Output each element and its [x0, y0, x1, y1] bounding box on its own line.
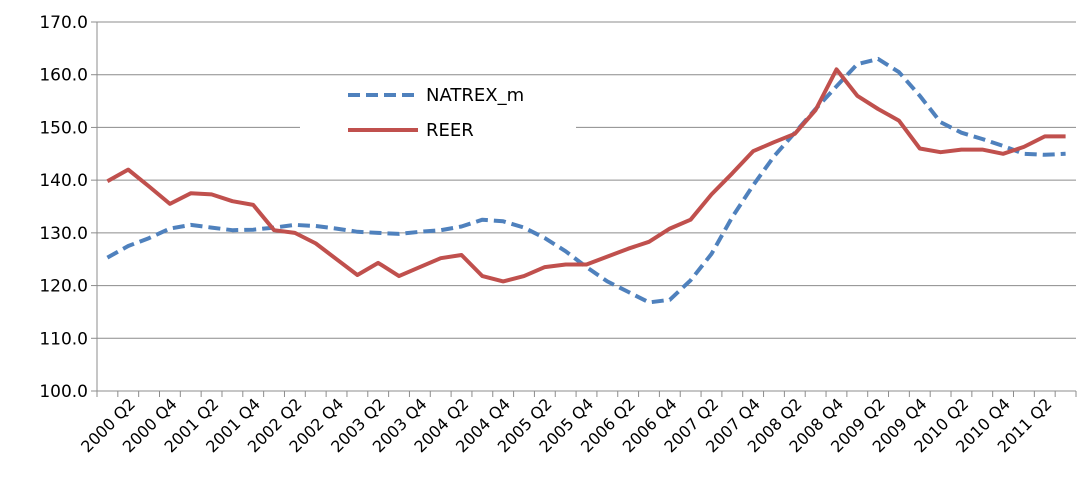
y-tick-label: 100.0 — [39, 382, 88, 402]
legend: NATREX_m REER — [300, 80, 576, 148]
gridlines — [91, 21, 1076, 392]
y-tick-label: 170.0 — [39, 13, 88, 33]
legend-label-reer: REER — [426, 120, 474, 141]
y-tick-label: 140.0 — [39, 171, 88, 191]
axes — [96, 22, 1077, 397]
y-tick-label: 110.0 — [39, 329, 88, 349]
y-axis-tick-labels: 100.0 110.0 120.0 130.0 140.0 150.0 160.0 170.0 — [39, 13, 88, 402]
y-tick-label: 120.0 — [39, 277, 88, 297]
series-line-reer — [106, 67, 1066, 284]
series-lines — [106, 56, 1066, 305]
y-tick-label: 150.0 — [39, 118, 88, 138]
legend-background — [300, 80, 576, 148]
y-tick-label: 130.0 — [39, 224, 88, 244]
legend-label-natrex-m: NATREX_m — [426, 85, 524, 106]
series-line-natrex-m — [106, 56, 1066, 305]
y-tick-label: 160.0 — [39, 66, 88, 86]
